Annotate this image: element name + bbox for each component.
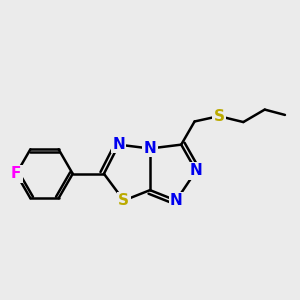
Text: S: S [214, 109, 224, 124]
Text: F: F [11, 166, 21, 181]
Text: N: N [190, 163, 202, 178]
Text: N: N [144, 141, 156, 156]
Text: N: N [170, 193, 182, 208]
Text: N: N [112, 137, 125, 152]
Text: S: S [118, 193, 129, 208]
